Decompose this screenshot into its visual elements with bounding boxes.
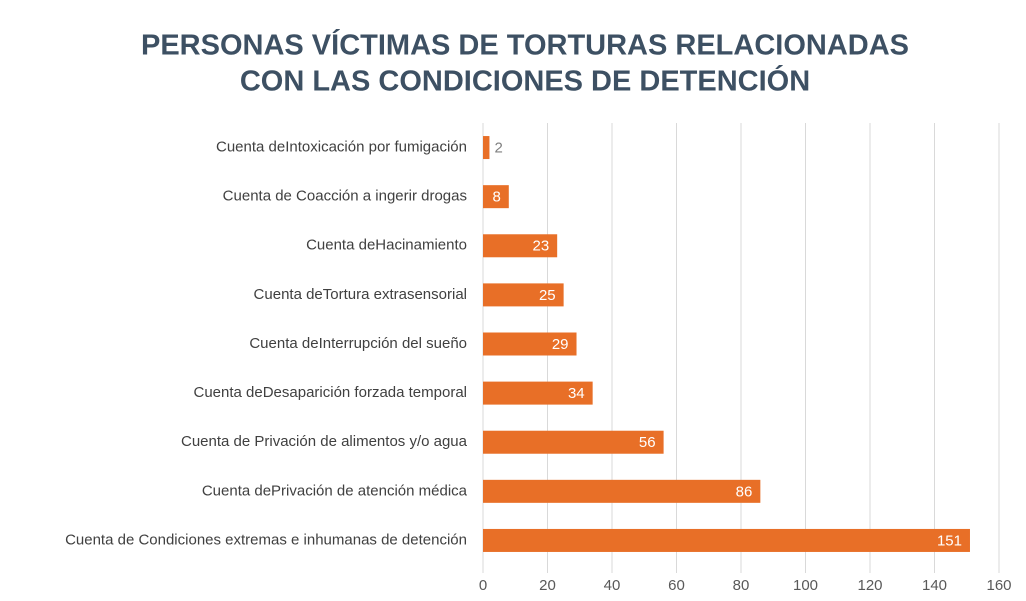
bar xyxy=(483,332,577,356)
data-label: 29 xyxy=(552,336,569,353)
y-tick-label: Cuenta de Coacción a ingerir drogas xyxy=(223,188,467,205)
x-tick-label: 40 xyxy=(604,577,621,594)
data-label: 23 xyxy=(532,238,549,255)
data-label: 25 xyxy=(539,287,556,304)
y-tick-label: Cuenta dePrivación de atención médica xyxy=(202,482,468,499)
x-tick-label: 160 xyxy=(986,577,1011,594)
chart-title: PERSONAS VÍCTIMAS DE TORTURAS RELACIONAD… xyxy=(141,28,909,62)
y-tick-label: Cuenta deIntoxicación por fumigación xyxy=(216,139,467,156)
data-label: 56 xyxy=(639,434,656,451)
bar xyxy=(483,185,509,209)
bar xyxy=(483,479,761,503)
x-tick-label: 60 xyxy=(668,577,685,594)
x-tick-label: 20 xyxy=(539,577,556,594)
x-tick-label: 120 xyxy=(857,577,882,594)
y-tick-label: Cuenta de Condiciones extremas e inhuman… xyxy=(65,531,467,548)
bar xyxy=(483,136,490,160)
y-tick-label: Cuenta deTortura extrasensorial xyxy=(254,286,467,303)
bar xyxy=(483,234,558,258)
chart-title: CON LAS CONDICIONES DE DETENCIÓN xyxy=(240,64,810,98)
x-tick-label: 80 xyxy=(733,577,750,594)
bar xyxy=(483,528,970,552)
x-tick-label: 100 xyxy=(793,577,818,594)
bar xyxy=(483,283,564,307)
data-label: 8 xyxy=(492,189,500,206)
data-label: 34 xyxy=(568,385,585,402)
x-tick-label: 0 xyxy=(479,577,487,594)
data-label: 86 xyxy=(736,483,753,500)
data-label: 151 xyxy=(937,532,962,549)
x-tick-label: 140 xyxy=(922,577,947,594)
bar xyxy=(483,381,593,405)
y-tick-label: Cuenta de Privación de alimentos y/o agu… xyxy=(181,433,468,450)
y-tick-label: Cuenta deHacinamiento xyxy=(306,237,467,254)
data-label: 2 xyxy=(494,140,502,157)
bar xyxy=(483,430,664,454)
y-tick-label: Cuenta deInterrupción del sueño xyxy=(249,335,467,352)
y-tick-label: Cuenta deDesaparición forzada temporal xyxy=(194,384,468,401)
